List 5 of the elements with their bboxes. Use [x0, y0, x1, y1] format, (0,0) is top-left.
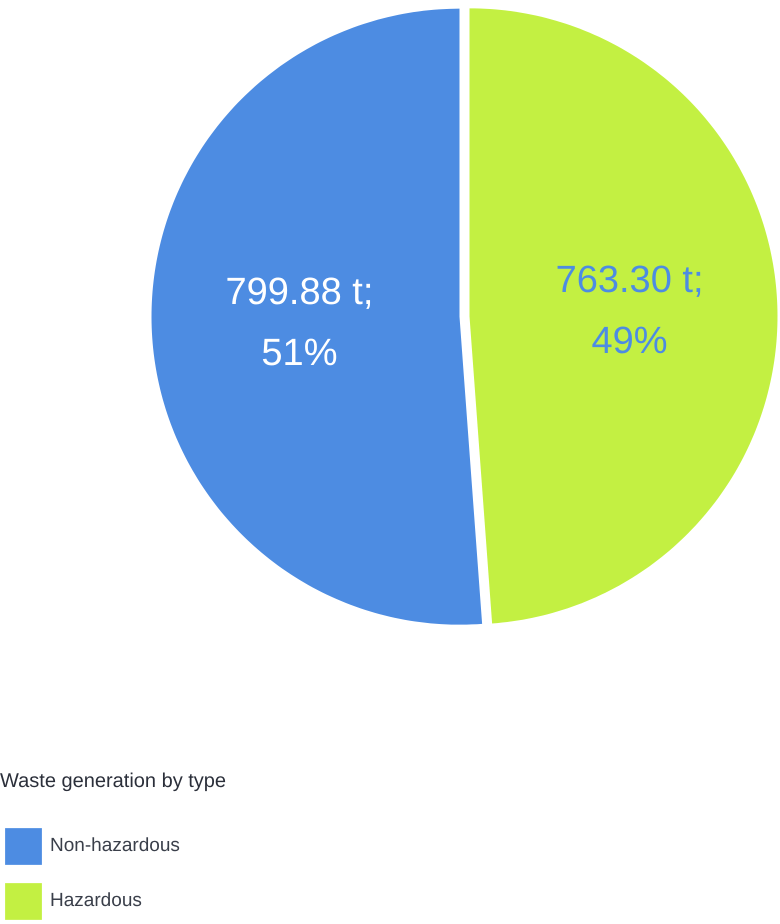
legend-label: Non-hazardous: [50, 835, 180, 857]
legend-label: Hazardous: [50, 890, 142, 912]
data-label: 799.88 t; 51%: [226, 271, 374, 374]
data-label: 763.30 t; 49%: [556, 258, 704, 362]
legend-title: Waste generation by type: [0, 770, 226, 793]
